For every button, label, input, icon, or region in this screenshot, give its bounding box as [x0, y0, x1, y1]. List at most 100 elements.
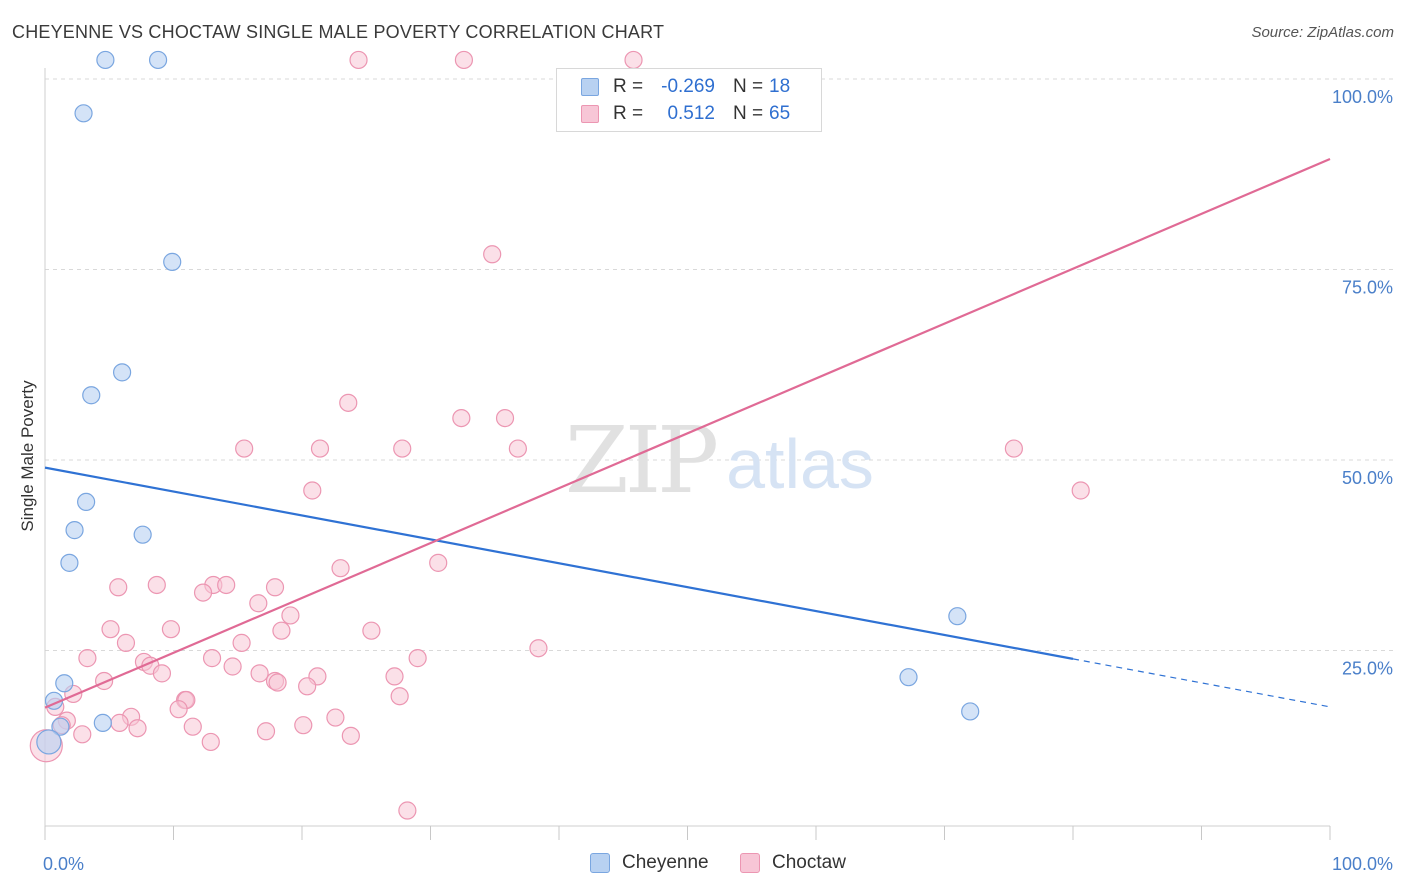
n-value: 18 [769, 76, 791, 97]
choctaw-point [232, 633, 251, 652]
cheyenne-point [77, 492, 96, 512]
choctaw-point [298, 677, 317, 696]
choctaw-point [529, 639, 548, 658]
cheyenne-point [93, 713, 112, 732]
choctaw-point [508, 439, 527, 458]
choctaw-point [147, 575, 166, 595]
choctaw-point [454, 50, 474, 70]
choctaw-point [339, 393, 358, 412]
legend-item-cheyenne[interactable]: Cheyenne [590, 852, 709, 874]
choctaw-point [326, 708, 345, 727]
y-tick-label: 25.0% [1342, 659, 1393, 679]
cheyenne-points [36, 50, 980, 755]
cheyenne-legend-swatch [590, 853, 610, 873]
choctaw-legend-swatch [740, 853, 760, 873]
choctaw-point [110, 713, 129, 732]
choctaw-point [217, 575, 236, 595]
cheyenne-trend-line [44, 466, 1074, 660]
r-label: R = [613, 103, 644, 124]
choctaw-point [385, 667, 404, 686]
r-value: 0.512 [667, 103, 715, 124]
tick-labels: 25.0% 50.0% 75.0% 100.0% 0.0% 100.0% [43, 87, 1393, 874]
choctaw-point [193, 583, 213, 602]
choctaw-point [202, 649, 222, 668]
y-tick-label: 100.0% [1332, 87, 1393, 107]
choctaw-point [408, 649, 427, 668]
cheyenne-swatch [581, 78, 599, 96]
choctaw-point [223, 657, 242, 676]
cheyenne-point [133, 525, 152, 544]
choctaw-point [349, 50, 368, 70]
choctaw-point [393, 439, 412, 458]
n-value: 65 [769, 103, 791, 124]
legend-item-choctaw[interactable]: Choctaw [740, 852, 846, 874]
choctaw-point [109, 578, 128, 597]
cheyenne-point [96, 50, 115, 70]
choctaw-point [429, 553, 448, 572]
choctaw-point [250, 664, 269, 683]
cheyenne-point [51, 717, 70, 736]
choctaw-point [272, 621, 291, 640]
legend-row-cheyenne: R = -0.269 N = 18 [581, 73, 790, 101]
choctaw-point [452, 408, 471, 428]
source-label: Source: ZipAtlas.com [1251, 24, 1394, 41]
y-tick-label: 50.0% [1342, 468, 1393, 488]
choctaw-point [362, 621, 381, 640]
cheyenne-point [112, 363, 132, 382]
watermark-zip: ZIP [565, 407, 716, 514]
series-legend: Cheyenne Choctaw [0, 852, 1406, 878]
legend-row-choctaw: R = 0.512 N = 65 [581, 100, 790, 128]
cheyenne-point [36, 729, 62, 755]
trend-lines [44, 157, 1331, 709]
n-label: N = [733, 76, 764, 97]
choctaw-point [303, 481, 322, 500]
choctaw-point [341, 726, 360, 745]
choctaw-point [1071, 481, 1090, 500]
choctaw-point [152, 664, 172, 683]
cheyenne-point [65, 521, 84, 540]
choctaw-point [390, 687, 409, 706]
cheyenne-point [74, 104, 93, 123]
r-label: R = [613, 76, 644, 97]
choctaw-point [101, 620, 120, 639]
y-tick-label: 75.0% [1342, 278, 1393, 298]
choctaw-point [331, 559, 350, 578]
choctaw-point [169, 700, 188, 719]
x-tick-label: 0.0% [43, 854, 84, 874]
watermark-atlas: atlas [726, 425, 874, 503]
choctaw-point [128, 719, 147, 738]
choctaw-point [256, 722, 276, 741]
cheyenne-point [899, 668, 918, 687]
choctaw-points [29, 50, 1090, 820]
cheyenne-point [948, 607, 967, 626]
cheyenne-point [82, 386, 101, 405]
choctaw-legend-label: Choctaw [772, 852, 846, 873]
cheyenne-point [148, 50, 168, 70]
choctaw-point [249, 594, 268, 613]
choctaw-point [201, 732, 220, 752]
choctaw-point [161, 620, 181, 639]
choctaw-point [294, 716, 313, 735]
choctaw-point [268, 673, 287, 692]
choctaw-point [483, 245, 502, 264]
chart-title: CHEYENNE VS CHOCTAW SINGLE MALE POVERTY … [12, 22, 665, 42]
choctaw-point [235, 439, 254, 458]
choctaw-point [265, 578, 285, 597]
choctaw-point [183, 717, 202, 736]
gridlines [45, 78, 1395, 651]
r-value: -0.269 [661, 76, 715, 97]
choctaw-point [78, 649, 97, 668]
choctaw-point [310, 439, 330, 458]
stats-legend: R = -0.269 N = 18 R = 0.512 N = 65 [556, 68, 822, 132]
cheyenne-point [55, 674, 74, 693]
cheyenne-point [163, 252, 182, 271]
choctaw-point [116, 633, 136, 652]
choctaw-point [281, 606, 300, 625]
choctaw-point [1004, 439, 1023, 458]
cheyenne-point [961, 702, 980, 721]
choctaw-point [398, 801, 417, 820]
choctaw-swatch [581, 105, 599, 123]
choctaw-point [624, 50, 643, 70]
choctaw-trend-line [44, 157, 1331, 709]
